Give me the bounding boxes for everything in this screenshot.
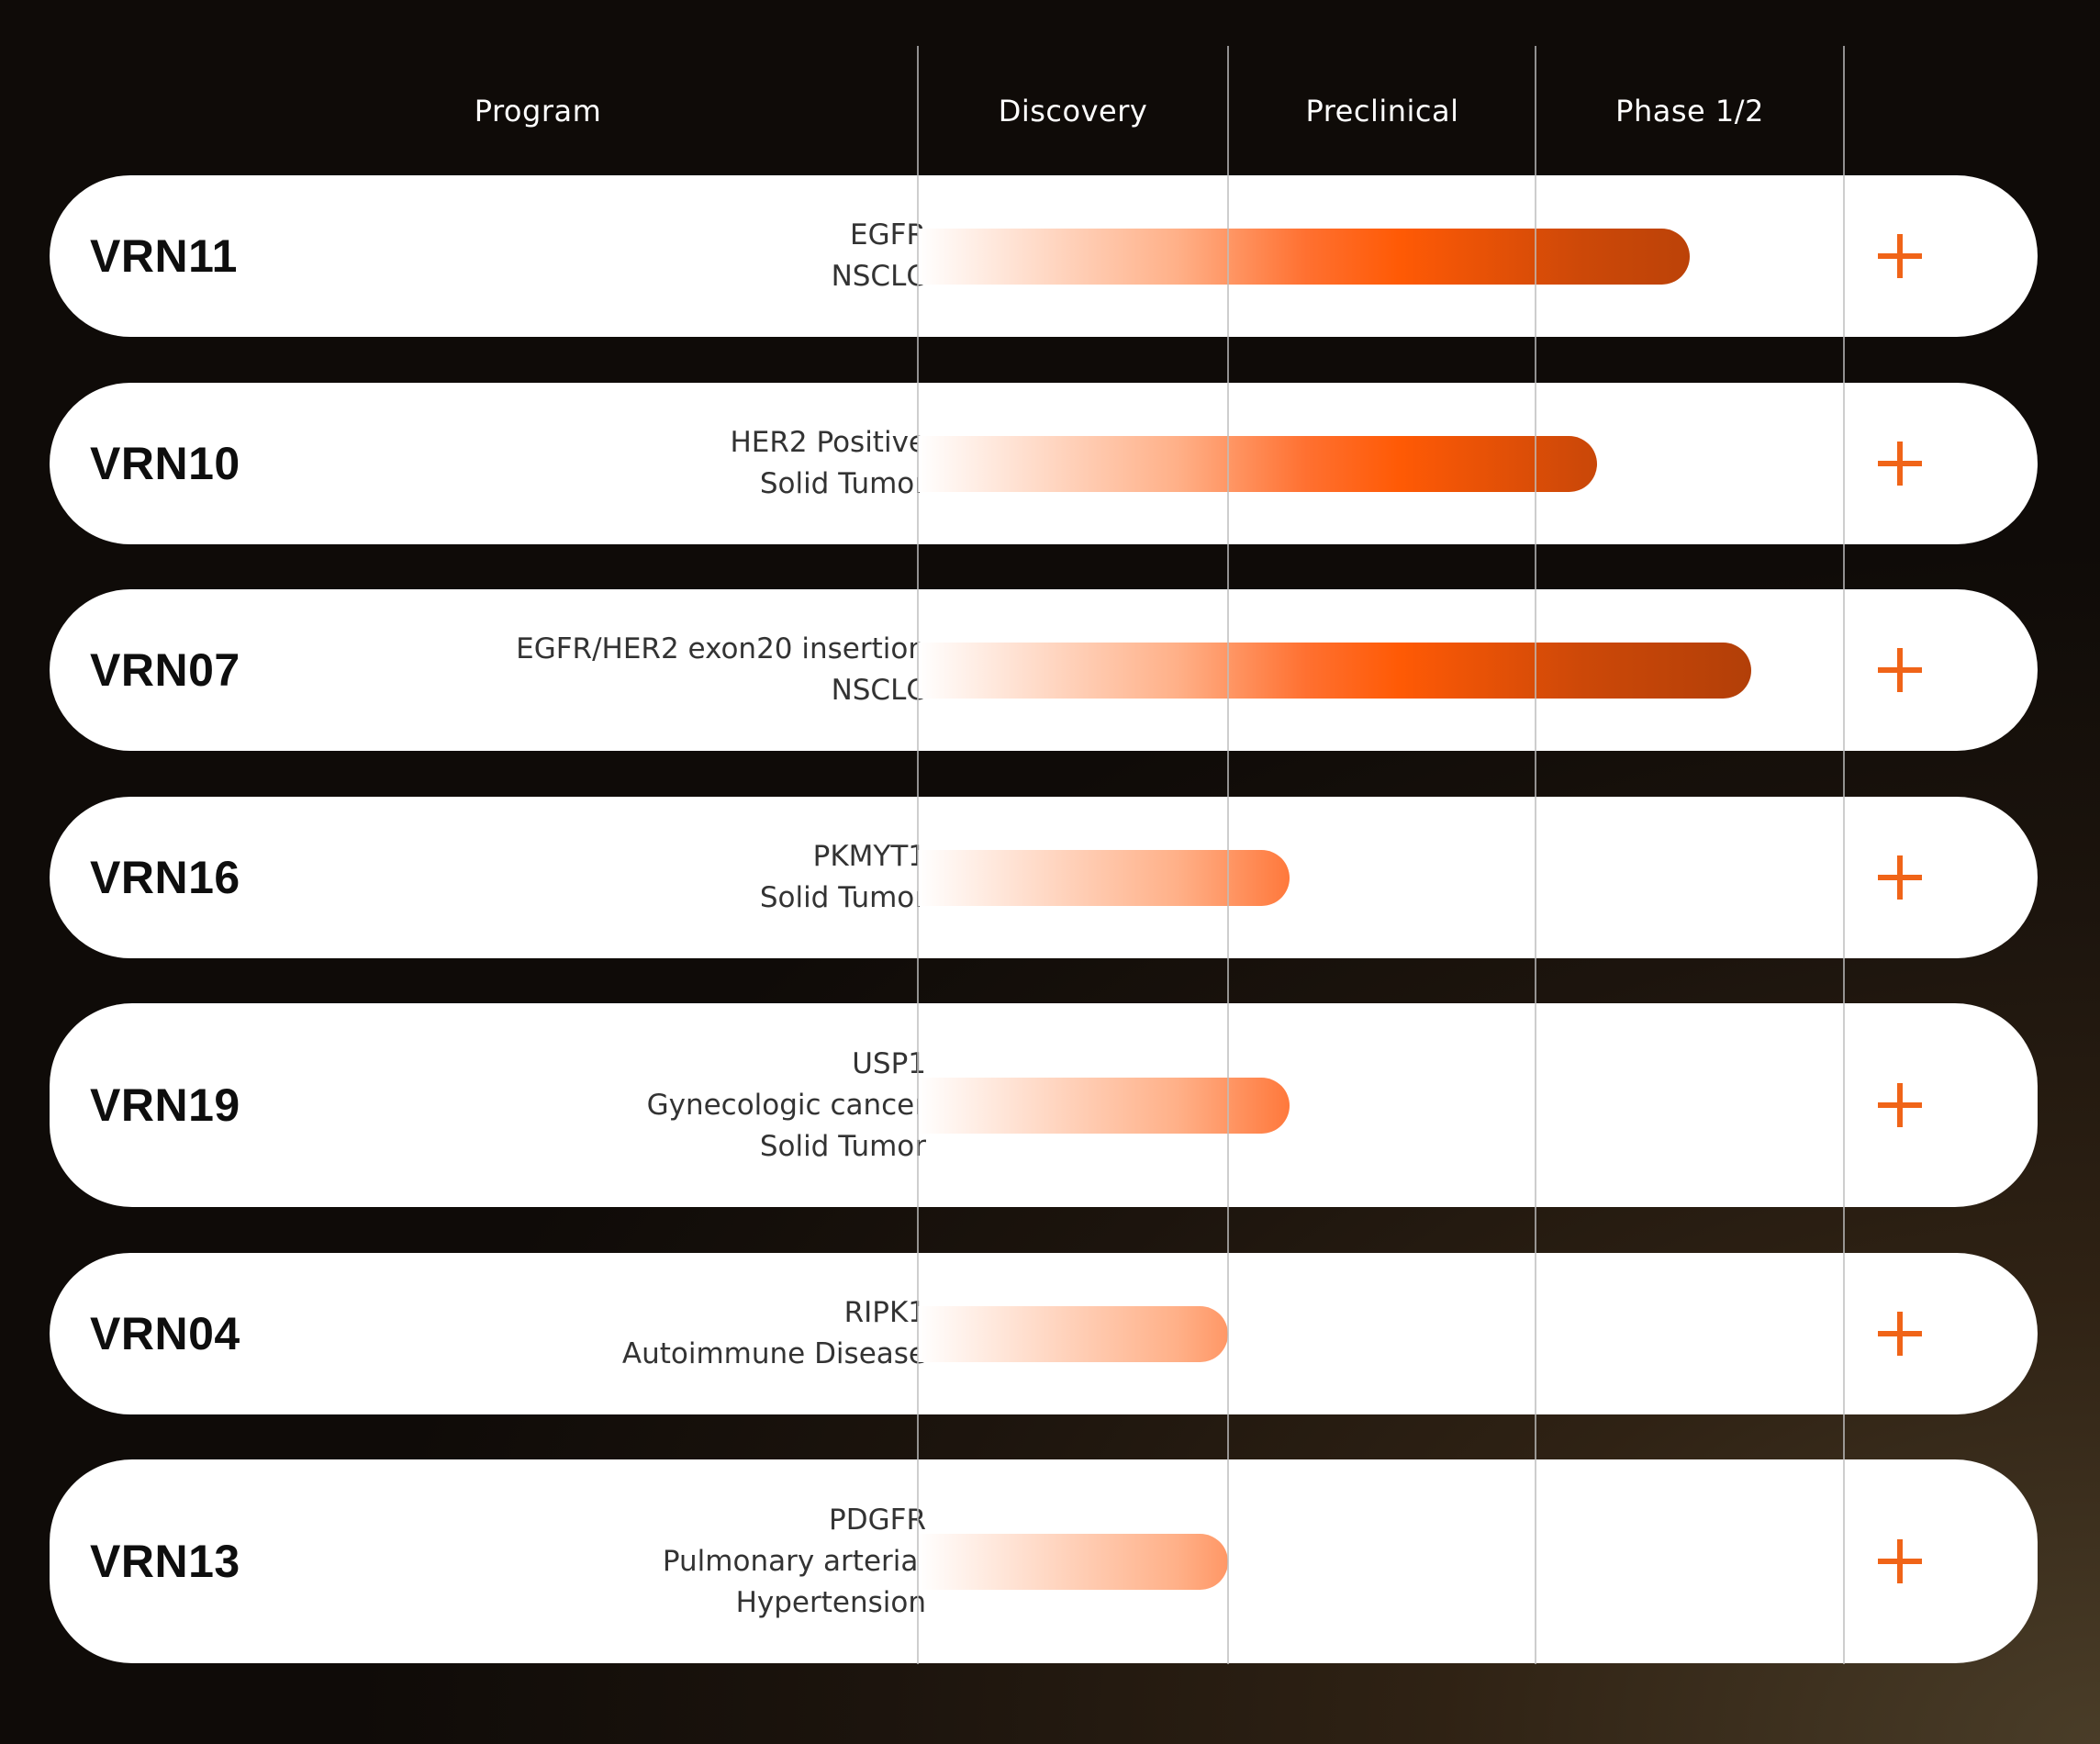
program-description: USP1 Gynecologic cancer Solid Tumor bbox=[647, 1003, 926, 1207]
program-row-vrn19[interactable]: VRN19 USP1 Gynecologic cancer Solid Tumor bbox=[50, 1003, 2038, 1207]
program-name: VRN13 bbox=[90, 1536, 240, 1587]
progress-bar bbox=[918, 1305, 1228, 1362]
program-description-line: NSCLC bbox=[831, 260, 926, 293]
program-description-line: EGFR bbox=[850, 218, 926, 252]
program-name: VRN04 bbox=[90, 1308, 240, 1359]
progress-bar bbox=[918, 435, 1598, 492]
program-row-vrn10[interactable]: VRN10 HER2 Positive Solid Tumor bbox=[50, 383, 2038, 544]
program-description-line: HER2 Positive bbox=[730, 426, 926, 459]
plus-icon[interactable] bbox=[1871, 434, 1929, 493]
program-description: EGFR/HER2 exon20 insertion NSCLC bbox=[516, 589, 926, 751]
program-description-line: Autoimmune Disease bbox=[621, 1337, 926, 1370]
header-discovery: Discovery bbox=[998, 94, 1148, 129]
plus-icon[interactable] bbox=[1871, 1076, 1929, 1135]
header-preclinical: Preclinical bbox=[1305, 94, 1459, 129]
program-description: HER2 Positive Solid Tumor bbox=[730, 383, 926, 544]
program-row-vrn13[interactable]: VRN13 PDGFR Pulmonary arterial Hypertension bbox=[50, 1459, 2038, 1663]
stage-divider-line bbox=[917, 46, 919, 1664]
program-description-line: RIPK1 bbox=[843, 1296, 926, 1329]
program-description: PKMYT1 Solid Tumor bbox=[760, 797, 926, 958]
program-description: PDGFR Pulmonary arterial Hypertension bbox=[663, 1459, 926, 1663]
program-row-vrn07[interactable]: VRN07 EGFR/HER2 exon20 insertion NSCLC bbox=[50, 589, 2038, 751]
program-description-line: Solid Tumor bbox=[759, 881, 926, 914]
program-name: VRN07 bbox=[90, 644, 240, 696]
header-phase-1-2: Phase 1/2 bbox=[1615, 94, 1764, 129]
program-description-line: NSCLC bbox=[831, 674, 926, 707]
program-row-vrn11[interactable]: VRN11 EGFR NSCLC bbox=[50, 175, 2038, 337]
header-program: Program bbox=[474, 94, 602, 129]
program-name: VRN19 bbox=[90, 1079, 240, 1131]
stage-divider-line bbox=[1843, 46, 1845, 1664]
program-name: VRN10 bbox=[90, 438, 240, 489]
program-description-line: Hypertension bbox=[735, 1585, 926, 1619]
program-name: VRN16 bbox=[90, 852, 240, 903]
program-description-line: Pulmonary arterial bbox=[662, 1544, 926, 1578]
program-row-vrn04[interactable]: VRN04 RIPK1 Autoimmune Disease bbox=[50, 1253, 2038, 1414]
stage-divider-line bbox=[1227, 46, 1229, 1664]
program-description-line: Solid Tumor bbox=[759, 1129, 926, 1163]
progress-bar bbox=[918, 849, 1290, 906]
program-description-line: PDGFR bbox=[829, 1503, 926, 1537]
progress-bar bbox=[918, 228, 1690, 285]
stage-divider-line bbox=[1535, 46, 1536, 1664]
program-description-line: PKMYT1 bbox=[812, 840, 926, 873]
progress-bar bbox=[918, 1077, 1290, 1134]
progress-bar bbox=[918, 1533, 1228, 1590]
plus-icon[interactable] bbox=[1871, 848, 1929, 907]
program-description: EGFR NSCLC bbox=[832, 175, 926, 337]
program-description-line: USP1 bbox=[852, 1046, 926, 1080]
plus-icon[interactable] bbox=[1871, 1304, 1929, 1363]
program-description: RIPK1 Autoimmune Disease bbox=[622, 1253, 926, 1414]
plus-icon[interactable] bbox=[1871, 1532, 1929, 1591]
progress-bar bbox=[918, 642, 1752, 699]
plus-icon[interactable] bbox=[1871, 227, 1929, 285]
plus-icon[interactable] bbox=[1871, 641, 1929, 699]
program-row-vrn16[interactable]: VRN16 PKMYT1 Solid Tumor bbox=[50, 797, 2038, 958]
program-name: VRN11 bbox=[90, 230, 238, 282]
program-description-line: Gynecologic cancer bbox=[646, 1088, 926, 1122]
program-description-line: Solid Tumor bbox=[759, 467, 926, 500]
program-description-line: EGFR/HER2 exon20 insertion bbox=[516, 632, 926, 665]
